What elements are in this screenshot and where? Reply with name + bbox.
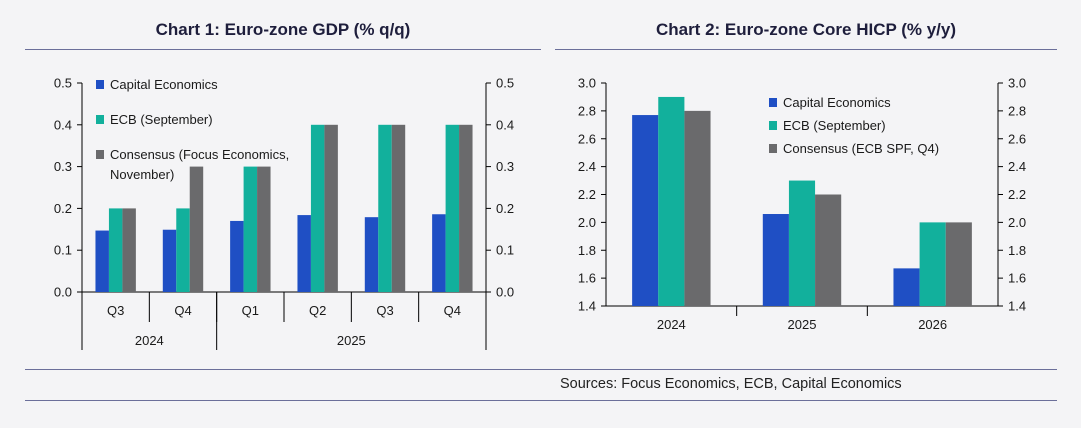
legend-label: ECB (September) — [110, 112, 213, 127]
chart2-title: Chart 2: Euro-zone Core HICP (% y/y) — [655, 20, 957, 39]
bar — [189, 166, 204, 292]
bar — [324, 124, 338, 292]
y-tick-label-left: 0.5 — [54, 76, 72, 91]
legend-label: ECB (September) — [783, 118, 886, 133]
legend-swatch — [96, 150, 104, 159]
x-tick-label: 2025 — [788, 317, 817, 332]
bar — [919, 222, 946, 306]
legend-label: Consensus (ECB SPF, Q4) — [783, 141, 939, 156]
bar — [162, 229, 177, 292]
bar — [122, 208, 136, 292]
y-tick-label-right: 1.8 — [1008, 243, 1026, 258]
x-tick-label: Q4 — [444, 303, 461, 318]
bar — [95, 230, 109, 292]
bar — [310, 124, 325, 292]
y-tick-label-right: 1.6 — [1008, 271, 1026, 286]
y-tick-label-right: 0.0 — [496, 285, 514, 300]
y-tick-label-left: 2.0 — [578, 215, 596, 230]
y-tick-label-left: 0.3 — [54, 159, 72, 174]
legend-label: Capital Economics — [783, 95, 891, 110]
legend-swatch — [769, 121, 777, 130]
x-tick-label: Q3 — [376, 303, 393, 318]
y-tick-label-left: 1.8 — [578, 243, 596, 258]
y-tick-label-left: 3.0 — [578, 76, 596, 91]
bar — [176, 208, 190, 292]
y-tick-label-right: 0.1 — [496, 243, 514, 258]
bar — [364, 217, 379, 292]
bar — [632, 115, 659, 307]
x-tick-label: 2024 — [657, 317, 686, 332]
sources-note: Sources: Focus Economics, ECB, Capital E… — [560, 376, 902, 392]
y-tick-label-left: 0.1 — [54, 243, 72, 258]
x-tick-label: Q1 — [242, 303, 259, 318]
chart1-title: Chart 1: Euro-zone GDP (% q/q) — [155, 20, 411, 39]
bar — [432, 214, 446, 292]
bar — [445, 124, 460, 292]
y-tick-label-left: 2.6 — [578, 131, 596, 146]
y-tick-label-right: 0.3 — [496, 159, 514, 174]
footer-rule-bottom — [25, 400, 1057, 401]
y-tick-label-right: 2.6 — [1008, 131, 1026, 146]
chart1-title-rule — [25, 49, 541, 50]
y-tick-label-left: 0.0 — [54, 285, 72, 300]
legend-label: November) — [110, 167, 174, 182]
bar — [459, 124, 473, 292]
y-tick-label-left: 0.2 — [54, 201, 72, 216]
y-tick-label-left: 2.4 — [578, 159, 596, 174]
y-tick-label-left: 2.8 — [578, 103, 596, 118]
bar — [945, 222, 972, 306]
bar — [391, 124, 406, 292]
bar — [243, 166, 258, 292]
bar — [108, 208, 123, 292]
bar — [893, 268, 920, 306]
chart2-title-rule — [555, 49, 1057, 50]
bar — [684, 110, 711, 306]
y-tick-label-left: 0.4 — [54, 117, 72, 132]
y-tick-label-right: 2.8 — [1008, 103, 1026, 118]
legend-swatch — [769, 98, 777, 107]
y-tick-label-right: 0.5 — [496, 76, 514, 91]
x-tick-label: Q2 — [309, 303, 326, 318]
y-tick-label-right: 0.4 — [496, 117, 514, 132]
x-group-label: 2024 — [135, 333, 164, 348]
x-tick-label: 2026 — [918, 317, 947, 332]
x-group-label: 2025 — [337, 333, 366, 348]
legend-swatch — [769, 144, 777, 153]
legend-label: Consensus (Focus Economics, — [110, 147, 289, 162]
bar — [257, 166, 271, 292]
bar — [658, 96, 685, 306]
y-tick-label-right: 2.0 — [1008, 215, 1026, 230]
legend-swatch — [96, 115, 104, 124]
bar — [762, 214, 789, 306]
y-tick-label-left: 1.4 — [578, 299, 596, 314]
bar — [378, 124, 392, 292]
bar — [297, 215, 311, 292]
bar — [788, 180, 816, 306]
y-tick-label-right: 2.4 — [1008, 159, 1026, 174]
bar — [815, 194, 842, 306]
legend-swatch — [96, 80, 104, 89]
y-tick-label-left: 2.2 — [578, 187, 596, 202]
bar — [230, 220, 244, 292]
footer-rule-top — [25, 369, 1057, 370]
y-tick-label-right: 3.0 — [1008, 76, 1026, 91]
x-tick-label: Q4 — [174, 303, 191, 318]
y-tick-label-right: 0.2 — [496, 201, 514, 216]
legend-label: Capital Economics — [110, 77, 218, 92]
y-tick-label-right: 2.2 — [1008, 187, 1026, 202]
y-tick-label-right: 1.4 — [1008, 299, 1026, 314]
x-tick-label: Q3 — [107, 303, 124, 318]
y-tick-label-left: 1.6 — [578, 271, 596, 286]
